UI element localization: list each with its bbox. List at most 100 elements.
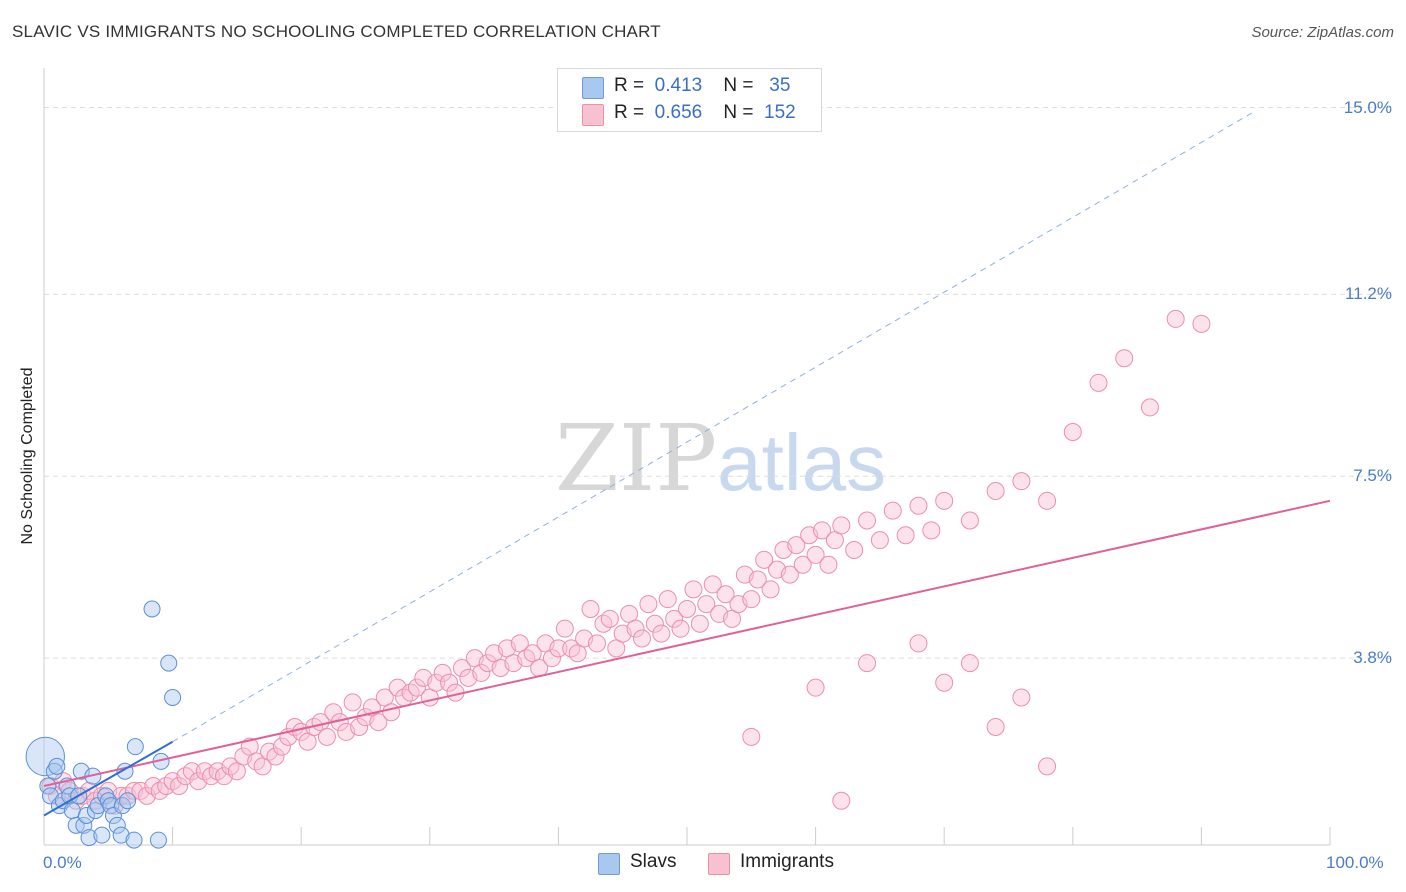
immigrants-point: [935, 491, 954, 510]
immigrants-point: [170, 777, 189, 795]
immigrants-point: [549, 639, 568, 658]
trend-lines: [43, 499, 1331, 817]
slavs-point: [160, 654, 178, 672]
slavs-point: [108, 816, 126, 834]
immigrants-point: [716, 585, 735, 604]
slavs-point: [102, 797, 120, 815]
legend-n-label: N =: [723, 75, 754, 96]
immigrants-point: [761, 580, 780, 599]
series-label-slavs: Slavs: [630, 851, 677, 872]
immigrants-point: [1038, 757, 1057, 776]
immigrants-point: [832, 516, 851, 535]
immigrants-point: [350, 718, 369, 736]
immigrants-point: [870, 531, 889, 550]
immigrants-point: [658, 590, 677, 609]
immigrants-point: [742, 590, 761, 609]
immigrants-point: [678, 600, 696, 618]
x-tick-label-min: 0.0%: [43, 853, 82, 872]
immigrants-point: [697, 595, 716, 614]
legend-n-label: N =: [723, 102, 754, 123]
slavs-point: [164, 689, 182, 706]
y-tick-label: 3.8%: [1353, 648, 1392, 668]
slavs-point: [45, 762, 63, 780]
immigrants-point: [703, 575, 722, 594]
y-tick-label: 7.5%: [1353, 466, 1392, 486]
immigrants-point: [266, 747, 285, 766]
legend-r-label: R =: [614, 102, 645, 123]
watermark: ZIPatlas: [555, 405, 886, 512]
slavs-point: [119, 792, 137, 810]
immigrants-point: [748, 570, 767, 589]
slavs-point: [149, 831, 167, 849]
immigrants-point: [587, 634, 606, 653]
immigrants-points: [41, 309, 1211, 815]
immigrants-point: [909, 634, 928, 653]
immigrants-point: [581, 600, 600, 618]
immigrants-point: [600, 609, 619, 628]
slavs-point: [97, 787, 115, 805]
immigrants-trend-line: [43, 499, 1331, 787]
immigrants-point: [922, 521, 941, 540]
immigrants-point: [858, 511, 877, 530]
slavs-point: [25, 736, 65, 777]
immigrants-point: [671, 619, 690, 638]
immigrants-point: [909, 496, 928, 515]
slavs-point: [112, 826, 130, 844]
legend-r-value: 0.413: [654, 75, 703, 96]
immigrants-point: [986, 482, 1005, 500]
legend-r-value: 0.656: [654, 102, 703, 123]
immigrants-point: [819, 555, 838, 574]
immigrants-point: [343, 693, 362, 712]
immigrants-point: [684, 580, 703, 599]
immigrants-point: [652, 624, 671, 643]
immigrants-point: [896, 526, 915, 545]
immigrants-point: [433, 663, 452, 682]
slavs-point: [113, 797, 131, 815]
slavs-point: [125, 831, 143, 849]
slavs-point: [86, 802, 104, 820]
immigrants-point: [645, 614, 664, 633]
immigrants-point: [440, 673, 459, 692]
slavs-trend-extension-line: [172, 111, 1254, 743]
immigrants-point: [690, 614, 709, 633]
watermark-atlas: atlas: [717, 418, 887, 507]
immigrants-point: [665, 609, 684, 628]
immigrants-point: [1063, 423, 1082, 441]
immigrants-point: [960, 654, 979, 673]
immigrants-point: [1115, 349, 1134, 368]
correlation-legend: R = 0.413 N = 35 R = 0.656 N = 152: [557, 68, 822, 132]
immigrants-point: [780, 565, 799, 584]
legend-n-value: 152: [764, 102, 796, 123]
immigrants-point: [793, 555, 812, 574]
source-credit: Source: ZipAtlas.com: [1251, 24, 1394, 41]
immigrants-point: [1192, 314, 1211, 333]
immigrants-point: [452, 659, 471, 677]
slavs-point: [63, 802, 81, 820]
immigrants-point: [324, 703, 343, 722]
immigrants-point: [382, 703, 401, 722]
immigrants-point: [407, 678, 426, 697]
immigrants-point: [1140, 398, 1159, 417]
immigrants-point: [813, 521, 832, 540]
immigrants-point: [1038, 491, 1057, 510]
immigrants-point: [272, 737, 291, 756]
series-swatch-slavs: [598, 853, 620, 875]
immigrants-point: [427, 673, 446, 692]
immigrants-point: [935, 673, 954, 692]
immigrants-point: [787, 536, 806, 555]
immigrants-point: [317, 727, 336, 746]
series-swatch-immigrants: [708, 853, 730, 875]
immigrants-point: [986, 718, 1005, 736]
immigrants-point: [472, 663, 491, 682]
immigrants-point: [1012, 688, 1031, 707]
slavs-points: [25, 600, 182, 849]
immigrants-point: [555, 619, 574, 638]
legend-r-label: R =: [614, 75, 645, 96]
legend-swatch-immigrants: [582, 104, 604, 126]
immigrants-point: [742, 727, 761, 746]
immigrants-point: [632, 629, 651, 648]
immigrants-point: [369, 713, 388, 732]
immigrants-point: [858, 654, 877, 673]
watermark-zip: ZIP: [555, 405, 718, 512]
